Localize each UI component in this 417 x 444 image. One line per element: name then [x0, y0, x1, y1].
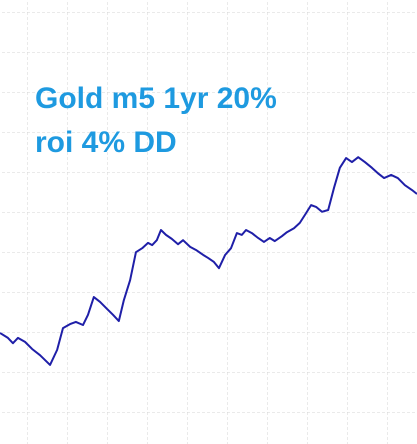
series-line	[0, 156, 417, 366]
annotation: roi 4% DD	[35, 126, 177, 159]
annotation: Gold m5 1yr 20%	[35, 82, 277, 115]
